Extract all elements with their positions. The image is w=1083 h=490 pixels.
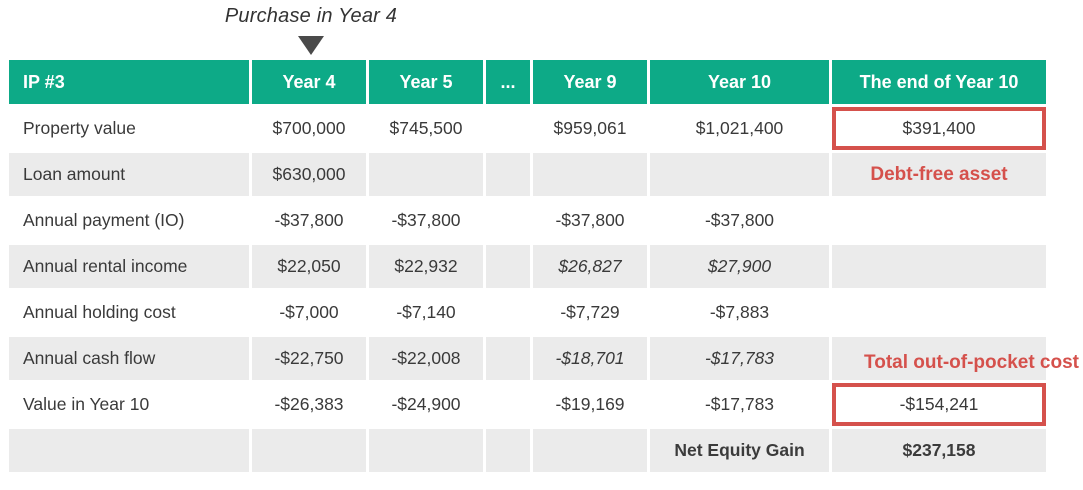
table-cell: -$18,701: [533, 337, 647, 380]
column-header-year5: Year 5: [369, 60, 483, 104]
table-row-property-value: Property value $700,000 $745,500 $959,06…: [9, 107, 1046, 150]
table-row-loan-amount: Loan amount $630,000 Debt-free asset: [9, 153, 1046, 196]
net-equity-gain-label: Net Equity Gain: [650, 429, 829, 472]
row-label: Loan amount: [9, 153, 249, 196]
table-cell: -$22,008: [369, 337, 483, 380]
debt-free-asset-callout: Debt-free asset: [832, 153, 1046, 196]
purchase-annotation: Purchase in Year 4: [224, 5, 398, 27]
ip3-table: IP #3 Year 4 Year 5 ... Year 9 Year 10 T…: [6, 57, 1049, 475]
table-cell: -$7,883: [650, 291, 829, 334]
out-of-pocket-callout: Total out-of-pocket cost: [864, 352, 1079, 373]
table-cell: -$26,383: [252, 383, 366, 426]
table-cell: -$24,900: [369, 383, 483, 426]
table-cell: $22,050: [252, 245, 366, 288]
table-cell: [252, 429, 366, 472]
row-label: Annual holding cost: [9, 291, 249, 334]
table-cell: [533, 153, 647, 196]
table-cell: $22,932: [369, 245, 483, 288]
out-of-pocket-value-cell: -$154,241: [832, 383, 1046, 426]
table-cell: -$37,800: [650, 199, 829, 242]
table-cell: [486, 429, 530, 472]
table-cell: -$22,750: [252, 337, 366, 380]
column-header-year4: Year 4: [252, 60, 366, 104]
table-cell: $26,827: [533, 245, 647, 288]
column-header-year10: Year 10: [650, 60, 829, 104]
table-cell: [486, 291, 530, 334]
table-row-annual-payment: Annual payment (IO) -$37,800 -$37,800 -$…: [9, 199, 1046, 242]
header-row: IP #3 Year 4 Year 5 ... Year 9 Year 10 T…: [9, 60, 1046, 104]
table-cell: [832, 245, 1046, 288]
table-cell: -$7,140: [369, 291, 483, 334]
column-header-ellipsis: ...: [486, 60, 530, 104]
arrow-down-icon: [298, 36, 324, 55]
table-cell: $700,000: [252, 107, 366, 150]
table-cell: $959,061: [533, 107, 647, 150]
table-cell: -$7,729: [533, 291, 647, 334]
table-cell: $745,500: [369, 107, 483, 150]
table-cell: $1,021,400: [650, 107, 829, 150]
table-row-net-equity: Net Equity Gain $237,158: [9, 429, 1046, 472]
table-cell: [533, 429, 647, 472]
table-cell: [486, 107, 530, 150]
table-cell: [369, 153, 483, 196]
table-cell: -$37,800: [533, 199, 647, 242]
table-cell: [832, 291, 1046, 334]
table-cell: [486, 383, 530, 426]
table-cell: $27,900: [650, 245, 829, 288]
row-label: [9, 429, 249, 472]
column-header-end-year10: The end of Year 10: [832, 60, 1046, 104]
table-row-value-in-year10: Value in Year 10 -$26,383 -$24,900 -$19,…: [9, 383, 1046, 426]
table-cell: [486, 153, 530, 196]
row-label: Annual cash flow: [9, 337, 249, 380]
row-label: Property value: [9, 107, 249, 150]
table-row-cash-flow: Annual cash flow -$22,750 -$22,008 -$18,…: [9, 337, 1046, 380]
table-cell: -$19,169: [533, 383, 647, 426]
table-cell: -$17,783: [650, 337, 829, 380]
table-cell: -$37,800: [252, 199, 366, 242]
table-cell: $630,000: [252, 153, 366, 196]
table-cell: -$37,800: [369, 199, 483, 242]
table-row-holding-cost: Annual holding cost -$7,000 -$7,140 -$7,…: [9, 291, 1046, 334]
table-cell: [650, 153, 829, 196]
table-cell: [832, 337, 1046, 380]
table-cell: [486, 245, 530, 288]
row-label: Value in Year 10: [9, 383, 249, 426]
table-cell: [486, 199, 530, 242]
table-cell: [369, 429, 483, 472]
table-cell: [832, 199, 1046, 242]
table-cell: -$17,783: [650, 383, 829, 426]
column-header-ip3: IP #3: [9, 60, 249, 104]
table-cell: [486, 337, 530, 380]
column-header-year9: Year 9: [533, 60, 647, 104]
table-cell: -$7,000: [252, 291, 366, 334]
row-label: Annual rental income: [9, 245, 249, 288]
table-row-rental-income: Annual rental income $22,050 $22,932 $26…: [9, 245, 1046, 288]
debt-free-asset-value-cell: $391,400: [832, 107, 1046, 150]
row-label: Annual payment (IO): [9, 199, 249, 242]
net-equity-gain-value: $237,158: [832, 429, 1046, 472]
